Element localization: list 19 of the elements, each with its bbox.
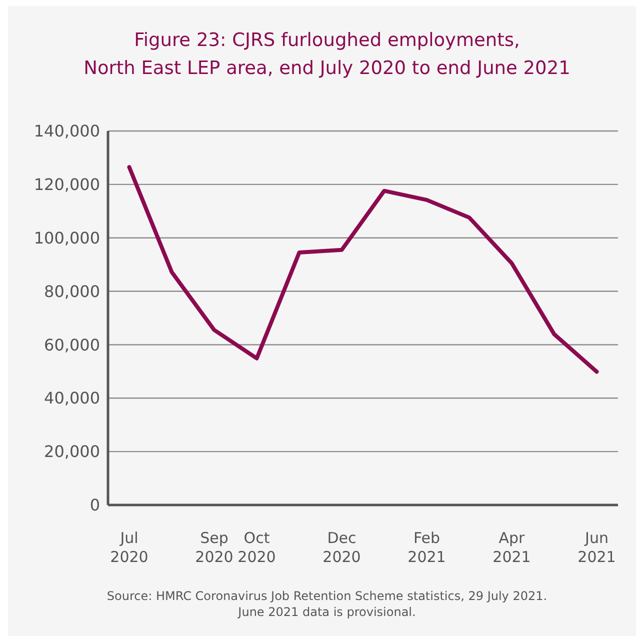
y-tick-label: 140,000 — [34, 122, 100, 141]
y-tick-label: 60,000 — [44, 335, 100, 354]
y-tick-label: 120,000 — [34, 175, 100, 194]
chart-title: Figure 23: CJRS furloughed employments, North East LEP area, end July 2020 to end June 2021 — [84, 30, 570, 79]
x-tick-label: Sep 2020 — [195, 529, 234, 566]
x-tick-label: Dec 2020 — [322, 529, 361, 566]
line-series — [127, 165, 599, 374]
y-tick-label: 20,000 — [44, 442, 100, 462]
x-tick-label: Jul 2020 — [110, 529, 148, 566]
x-tick-label: Jun 2021 — [578, 529, 616, 566]
x-tick-label: Feb 2021 — [408, 529, 446, 566]
x-tick-label: Oct 2020 — [238, 529, 276, 566]
x-tick-label: Apr 2021 — [492, 529, 531, 566]
text: June 2021 data is provisional. — [237, 605, 416, 619]
y-tick-label: 100,000 — [34, 228, 100, 248]
y-tick-label: 40,000 — [44, 388, 100, 408]
y-tick-label: 80,000 — [44, 282, 100, 301]
source-note: Source: HMRC Coronavirus Job Retention Scheme statistics, 29 July 2021. — [106, 589, 548, 603]
y-tick-label: 0 — [90, 496, 100, 515]
